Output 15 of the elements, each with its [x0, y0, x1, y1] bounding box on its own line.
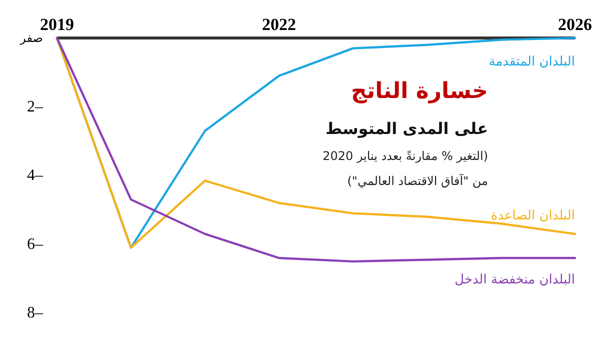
series-label: البلدان منخفضة الدخل	[454, 272, 575, 288]
x-tick-label: 2026	[558, 15, 592, 34]
y-tick-label: صفر	[19, 31, 43, 45]
text: على المدى المتوسط	[325, 119, 488, 138]
y-tick-label: 8–	[27, 304, 44, 322]
text: خسارة الناتج	[351, 79, 488, 104]
y-tick-label: 4–	[27, 167, 44, 184]
series-label: البلدان الصاعدة	[490, 208, 575, 224]
y-tick-label: 2–	[27, 98, 44, 116]
annotation: من "آفاق الاقتصاد العالمي")	[347, 173, 488, 188]
y-tick-label: 6–	[27, 236, 44, 253]
x-tick-label: 2019	[40, 15, 74, 34]
series-label: البلدان المتقدمة	[488, 54, 575, 70]
x-tick-label: 2022	[262, 15, 296, 34]
annotation: (التغير % مقارنةً بعدد يناير 2020	[322, 149, 488, 163]
